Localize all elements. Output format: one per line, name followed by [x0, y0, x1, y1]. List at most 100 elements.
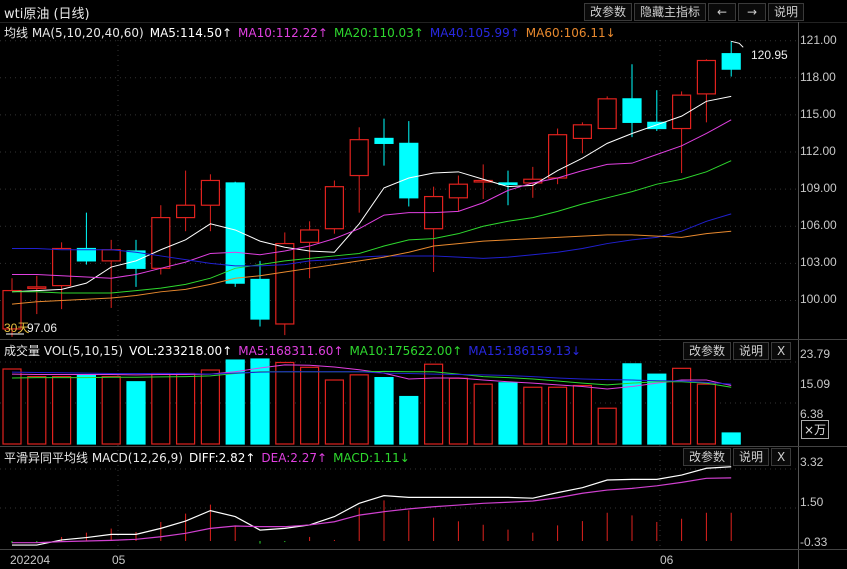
candle-up — [2, 289, 22, 330]
help-button[interactable]: 说明 — [768, 3, 805, 21]
volume-ma15-value: MA15:186159.13↓ — [468, 344, 582, 358]
volume-bar — [473, 383, 493, 445]
volume-bar — [572, 384, 593, 445]
volume-bar — [324, 379, 344, 445]
high-marker-line — [731, 40, 744, 48]
candle-up — [300, 229, 320, 243]
candle-down — [622, 98, 642, 123]
candle-down — [721, 53, 741, 70]
ma-line-ma60 — [11, 230, 732, 305]
volume-value: VOL:233218.00↑ — [129, 344, 233, 358]
volume-bar — [399, 395, 419, 445]
candle-up — [696, 59, 717, 95]
volume-bar — [27, 375, 47, 445]
x-axis-tick: 05 — [112, 553, 126, 567]
volume-help-button[interactable]: 说明 — [733, 342, 770, 360]
macd-indicator-name: 平滑异同平均线 MACD(12,26,9) — [4, 451, 183, 465]
volume-bar — [51, 375, 72, 445]
ma-indicator-name: 均线 MA(5,10,20,40,60) — [4, 26, 144, 40]
volume-bar — [597, 407, 617, 445]
candle-up — [324, 186, 344, 230]
macd-edit-params-button[interactable]: 改参数 — [683, 448, 732, 466]
candle-up — [151, 216, 171, 269]
candle-up — [27, 286, 47, 289]
diff-line — [12, 466, 732, 546]
ma20-value: MA20:110.03↑ — [333, 26, 424, 40]
volume-bar — [696, 383, 717, 445]
candle-down — [647, 121, 667, 130]
candle-up — [176, 204, 196, 219]
volume-bar — [424, 363, 444, 445]
candle-down — [225, 182, 245, 284]
volume-bar — [225, 359, 245, 445]
volume-toolbar: 改参数 说明 X — [683, 342, 793, 360]
price-axis-tick: 121.00 — [800, 32, 837, 47]
ma10-value: MA10:112.22↑ — [238, 26, 328, 40]
volume-bar — [721, 432, 741, 445]
volume-bar — [671, 367, 692, 445]
x-axis-tick: 06 — [660, 553, 674, 567]
volume-bar — [151, 372, 171, 445]
volume-unit-label: ×万 — [801, 420, 830, 439]
price-axis-tick: 115.00 — [800, 106, 836, 121]
dea-line — [12, 477, 732, 544]
price-axis-tick: 112.00 — [800, 144, 836, 159]
candle-up — [349, 139, 369, 177]
volume-ma10-value: MA10:175622.00↑ — [349, 344, 463, 358]
volume-bar — [250, 358, 270, 445]
macd-help-button[interactable]: 说明 — [733, 448, 770, 466]
ma60-value: MA60:106.11↓ — [525, 26, 616, 40]
hide-main-indicator-button[interactable]: 隐藏主指标 — [634, 3, 707, 21]
volume-bar — [349, 374, 369, 445]
ma-line-ma5 — [11, 95, 732, 293]
edit-params-button[interactable]: 改参数 — [584, 3, 633, 21]
price-axis-tick: 100.00 — [800, 292, 837, 307]
axis-separator — [798, 22, 799, 569]
ma-line-ma10 — [12, 119, 732, 279]
window-title: wti原油 (日线) — [4, 7, 90, 22]
candle-up — [101, 249, 121, 262]
volume-ma5-value: MA5:168311.60↑ — [238, 344, 344, 358]
x-axis-tick: 202204 — [10, 553, 51, 567]
volume-edit-params-button[interactable]: 改参数 — [683, 342, 732, 360]
volume-axis-tick: 6.38 — [800, 407, 824, 421]
panel-divider — [0, 549, 847, 550]
ma40-value: MA40:105.99↑ — [429, 26, 520, 40]
candle-up — [448, 183, 468, 199]
volume-bar — [523, 386, 543, 445]
candle-down — [498, 182, 518, 186]
volume-bar — [200, 369, 220, 445]
price-axis-tick: 109.00 — [800, 181, 837, 196]
volume-bar — [498, 382, 518, 445]
macd-legend: 平滑异同平均线 MACD(12,26,9) DIFF:2.82↑ DEA:2.27↑… — [4, 449, 416, 466]
arrow-right-icon[interactable]: → — [738, 3, 767, 21]
candle-up — [275, 242, 295, 325]
macd-axis-tick: 1.50 — [800, 495, 824, 509]
volume-indicator-name: 成交量 VOL(5,10,15) — [4, 344, 124, 358]
dea-value: DEA:2.27↑ — [261, 451, 328, 465]
volume-close-button[interactable]: X — [771, 342, 792, 360]
panel-divider — [0, 446, 847, 447]
volume-bar — [547, 386, 568, 445]
volume-axis-tick: 23.79 — [800, 347, 831, 361]
candle-down — [126, 250, 146, 269]
volume-axis-tick: 15.09 — [800, 377, 831, 391]
volume-bar — [647, 373, 667, 445]
candle-down — [76, 247, 97, 262]
arrow-left-icon[interactable]: ← — [708, 3, 737, 21]
candle-down — [399, 142, 419, 199]
volume-bar — [622, 363, 642, 445]
volume-bar — [2, 368, 22, 445]
volume-bar — [275, 361, 295, 445]
low-price-label: 97.06 — [27, 321, 58, 335]
main-legend: 均线 MA(5,10,20,40,60) MA5:114.50↑ MA10:112.… — [4, 24, 622, 41]
volume-bar — [374, 377, 394, 445]
volume-bar — [448, 377, 468, 445]
price-axis-tick: 118.00 — [800, 69, 836, 84]
volume-bar — [101, 375, 121, 445]
ma-line-ma20 — [12, 160, 732, 294]
macd-close-button[interactable]: X — [771, 448, 792, 466]
macd-value: MACD:1.11↓ — [333, 451, 410, 465]
macd-axis-tick: -0.33 — [800, 535, 828, 549]
